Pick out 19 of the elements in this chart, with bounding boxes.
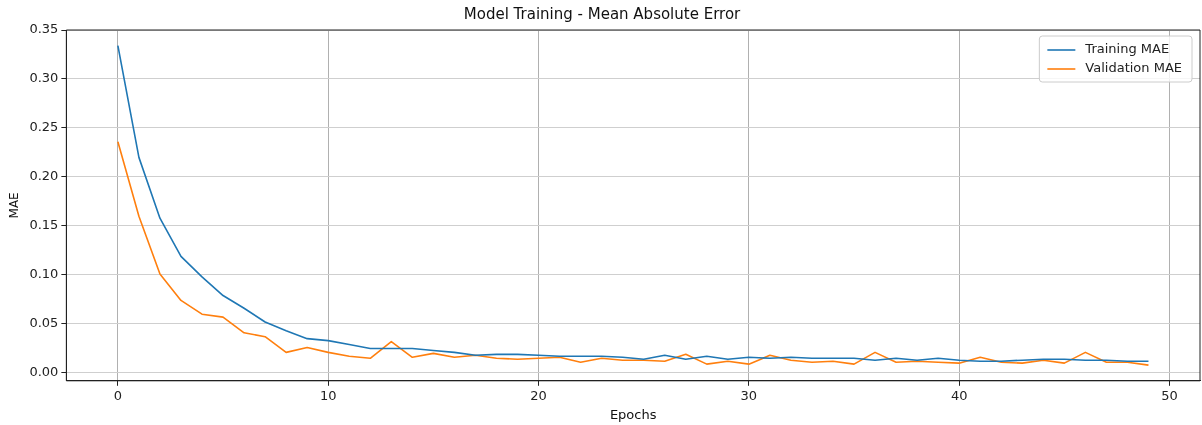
y-tick-label: 0.05 (29, 315, 59, 331)
y-tick-label: 0.25 (29, 119, 59, 135)
chart-title: Model Training - Mean Absolute Error (463, 4, 742, 23)
y-tick-label: 0.10 (29, 266, 59, 282)
y-tick-label: 0.15 (29, 217, 59, 233)
x-tick-label: 0 (113, 387, 123, 403)
y-tick-label: 0.30 (29, 70, 59, 86)
y-tick-label: 0.20 (29, 168, 59, 184)
x-tick-label: 30 (740, 387, 758, 403)
x-tick-label: 10 (319, 387, 337, 403)
x-tick-label: 40 (950, 387, 968, 403)
y-tick-label: 0.00 (29, 364, 59, 380)
legend-label: Validation MAE (1085, 60, 1183, 76)
x-tick-label: 20 (530, 387, 547, 403)
y-tick-label: 0.35 (29, 21, 59, 37)
legend-label: Training MAE (1084, 41, 1170, 57)
x-axis-title: Epochs (609, 406, 657, 422)
y-axis-title: MAE (7, 192, 22, 219)
x-tick-label: 50 (1161, 387, 1178, 403)
